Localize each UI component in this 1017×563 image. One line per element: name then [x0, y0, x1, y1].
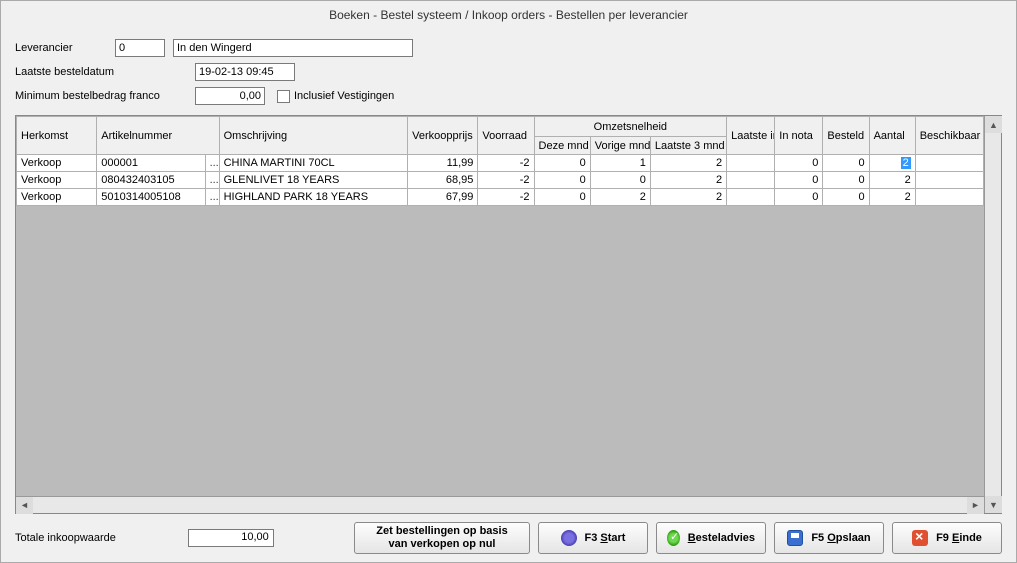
- zet-nul-button[interactable]: Zet bestellingen op basisvan verkopen op…: [354, 522, 530, 554]
- start-button[interactable]: F3 Start: [538, 522, 648, 554]
- save-icon: [787, 530, 803, 546]
- col-in-nota[interactable]: In nota: [775, 117, 823, 155]
- einde-label: F9 Einde: [936, 532, 982, 544]
- totale-label: Totale inkoopwaarde: [15, 532, 180, 544]
- besteladvies-label: Besteladvies: [688, 532, 755, 544]
- vertical-scrollbar[interactable]: ▲ ▼: [984, 116, 1001, 513]
- col-omschrijving[interactable]: Omschrijving: [219, 117, 408, 155]
- start-label: F3 Start: [585, 532, 626, 544]
- window-title-text: Boeken - Bestel systeem / Inkoop orders …: [329, 8, 688, 22]
- min-bedrag-label: Minimum bestelbedrag franco: [15, 90, 195, 102]
- order-grid[interactable]: Herkomst Artikelnummer Omschrijving Verk…: [16, 116, 984, 206]
- col-laatste-3mnd[interactable]: Laatste 3 mnd: [650, 137, 726, 155]
- form-area: Leverancier Laatste besteldatum Minimum …: [1, 29, 1016, 109]
- col-verkoopprijs[interactable]: Verkoopprijs: [408, 117, 478, 155]
- table-row[interactable]: Verkoop080432403105...GLENLIVET 18 YEARS…: [17, 172, 984, 189]
- col-voorraad[interactable]: Voorraad: [478, 117, 534, 155]
- order-window: Boeken - Bestel systeem / Inkoop orders …: [0, 0, 1017, 563]
- inclusief-checkbox-wrap[interactable]: Inclusief Vestigingen: [277, 90, 394, 103]
- horizontal-scrollbar[interactable]: ◄ ►: [16, 496, 984, 513]
- table-row[interactable]: Verkoop000001...CHINA MARTINI 70CL11,99-…: [17, 155, 984, 172]
- inclusief-label: Inclusief Vestigingen: [294, 90, 394, 102]
- totale-value: 10,00: [188, 529, 274, 547]
- scroll-left-icon[interactable]: ◄: [16, 497, 33, 514]
- inclusief-checkbox[interactable]: [277, 90, 290, 103]
- col-besteld[interactable]: Besteld: [823, 117, 869, 155]
- zet-nul-label: Zet bestellingen op basisvan verkopen op…: [376, 525, 507, 551]
- opslaan-button[interactable]: F5 Opslaan: [774, 522, 884, 554]
- col-artikelnummer[interactable]: Artikelnummer: [97, 117, 219, 155]
- einde-button[interactable]: F9 Einde: [892, 522, 1002, 554]
- lookup-button[interactable]: ...: [205, 155, 219, 172]
- besteladvies-button[interactable]: Besteladvies: [656, 522, 766, 554]
- grid-empty-area: [16, 206, 984, 496]
- laatste-besteldatum-label: Laatste besteldatum: [15, 66, 195, 78]
- grid-area: Herkomst Artikelnummer Omschrijving Verk…: [15, 115, 1002, 514]
- lookup-button[interactable]: ...: [205, 189, 219, 206]
- col-beschikbaar[interactable]: Beschikbaar: [915, 117, 983, 155]
- col-vorige-mnd[interactable]: Vorige mnd: [590, 137, 650, 155]
- min-bedrag-input[interactable]: [195, 87, 265, 105]
- gear-icon: [561, 530, 577, 546]
- table-row[interactable]: Verkoop5010314005108...HIGHLAND PARK 18 …: [17, 189, 984, 206]
- scroll-down-icon[interactable]: ▼: [985, 496, 1002, 513]
- leverancier-label: Leverancier: [15, 42, 115, 54]
- opslaan-label: F5 Opslaan: [811, 532, 870, 544]
- col-herkomst[interactable]: Herkomst: [17, 117, 97, 155]
- scroll-up-icon[interactable]: ▲: [985, 116, 1002, 133]
- col-omzetsnelheid[interactable]: Omzetsnelheid: [534, 117, 727, 137]
- leverancier-code-input[interactable]: [115, 39, 165, 57]
- col-laatste-inkoop[interactable]: Laatste inkoop: [727, 117, 775, 155]
- check-icon: [667, 530, 680, 546]
- col-aantal[interactable]: Aantal: [869, 117, 915, 155]
- laatste-besteldatum-input[interactable]: [195, 63, 295, 81]
- footer: Totale inkoopwaarde 10,00 Zet bestelling…: [1, 514, 1016, 562]
- leverancier-name-input[interactable]: [173, 39, 413, 57]
- col-deze-mnd[interactable]: Deze mnd: [534, 137, 590, 155]
- lookup-button[interactable]: ...: [205, 172, 219, 189]
- scroll-right-icon[interactable]: ►: [967, 497, 984, 514]
- close-icon: [912, 530, 928, 546]
- window-title: Boeken - Bestel systeem / Inkoop orders …: [1, 1, 1016, 29]
